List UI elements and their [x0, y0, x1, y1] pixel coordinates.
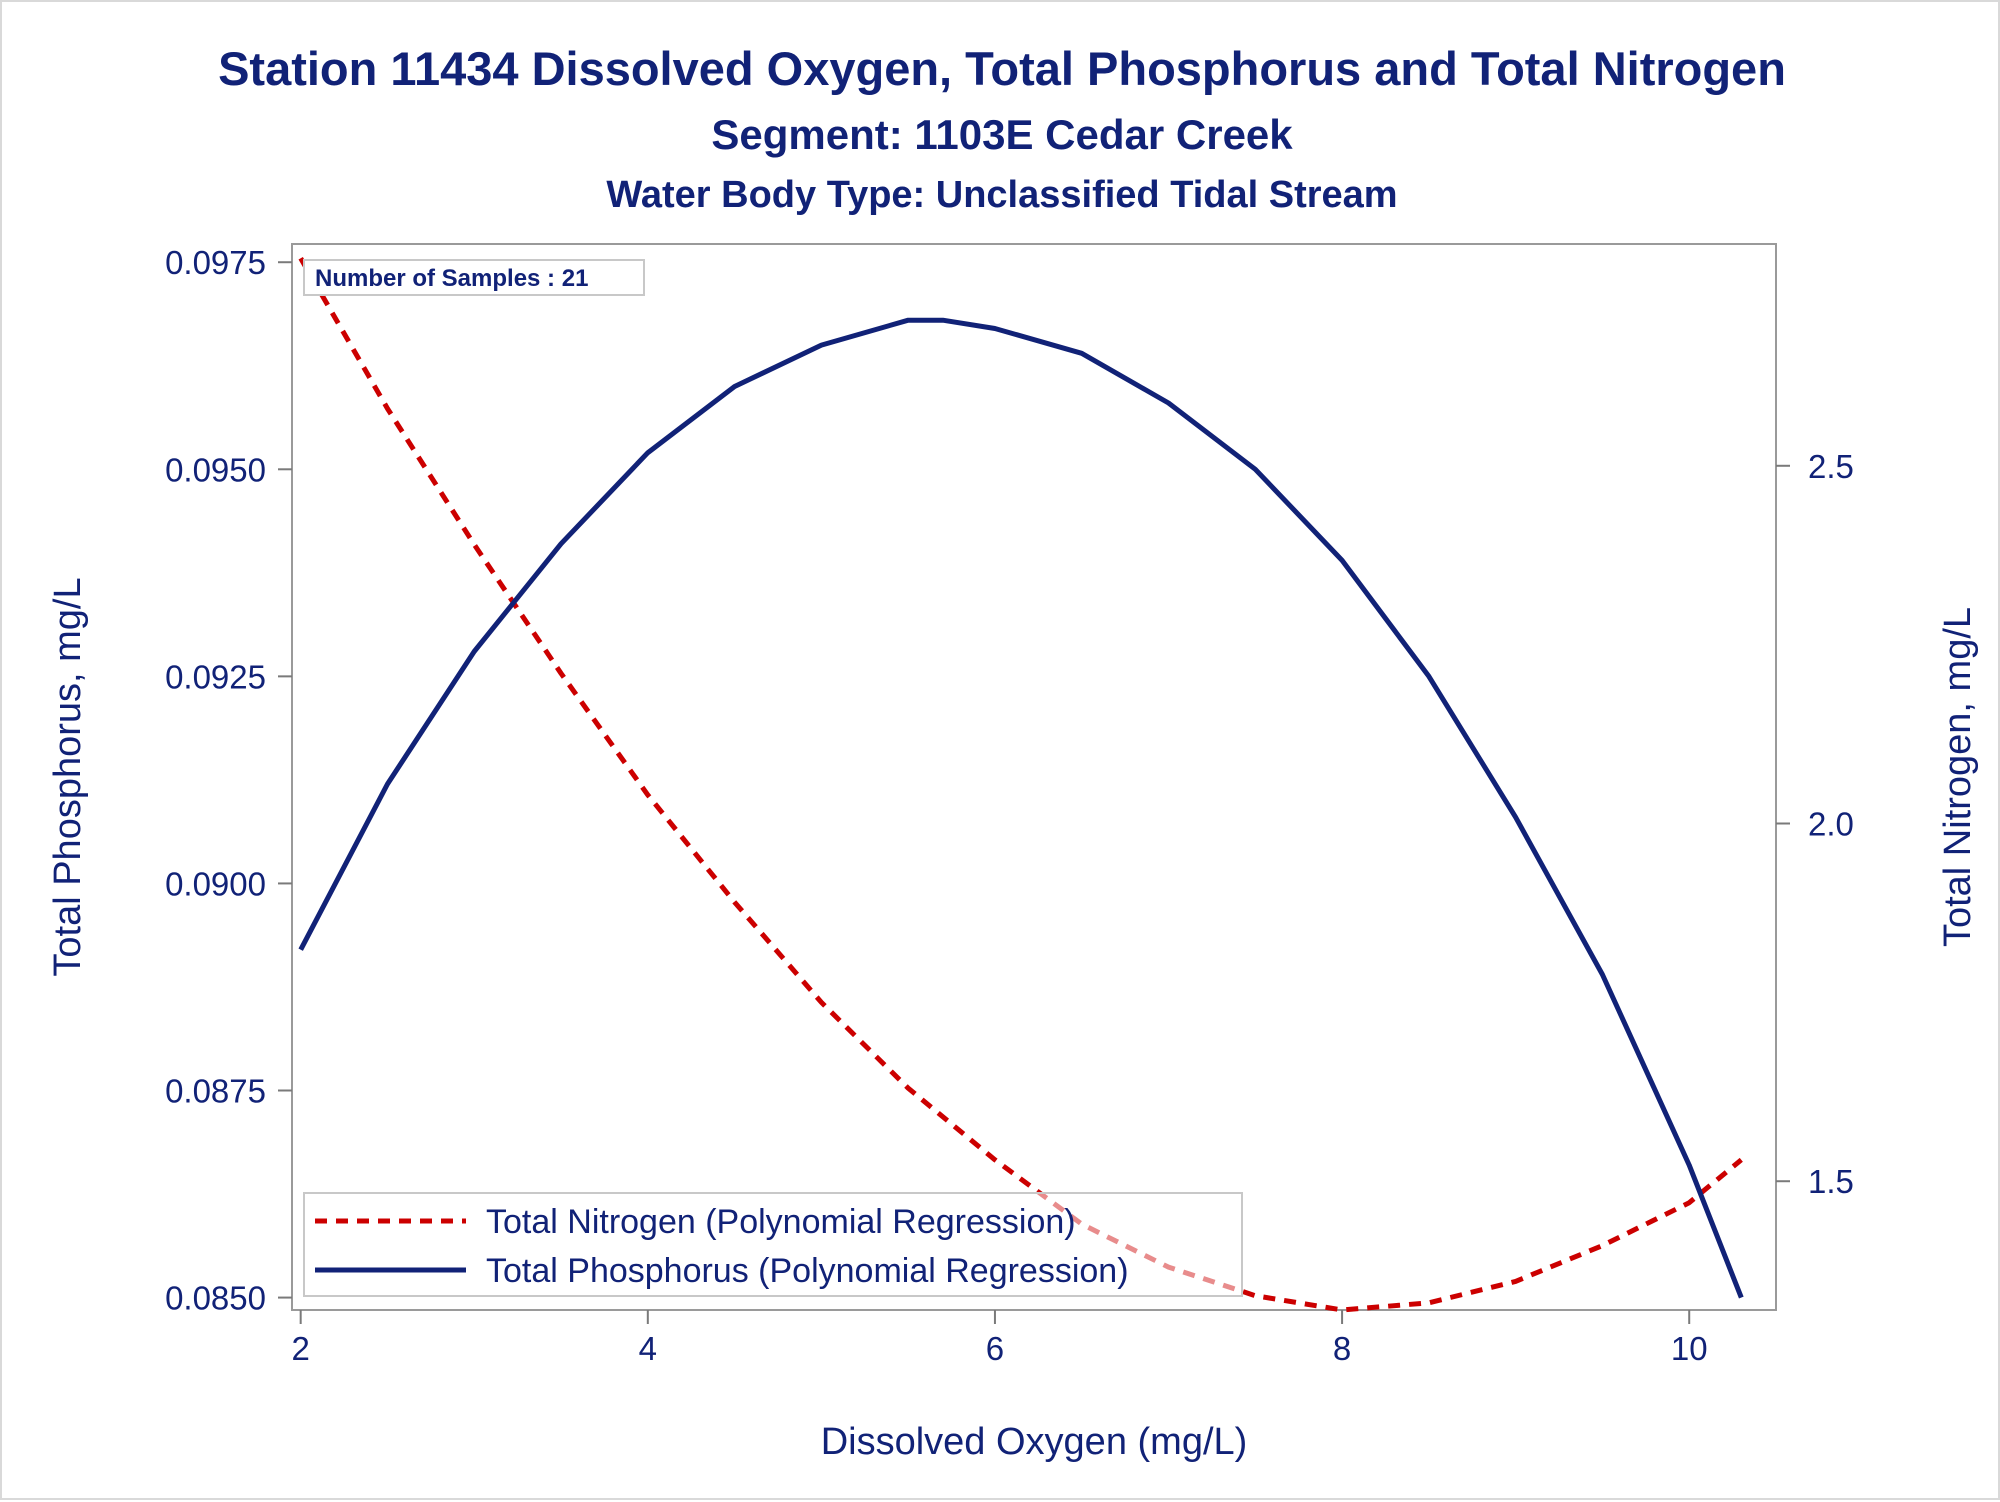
series-line-total-nitrogen	[298, 257, 1743, 1313]
sample-count-box	[303, 259, 645, 296]
legend-box	[303, 1192, 1243, 1297]
series-line-total-phosphorus	[298, 317, 1744, 1299]
x-tick-label: 4	[639, 1330, 657, 1367]
y-left-tick-label: 0.0875	[165, 1073, 266, 1110]
chart-subtitle-2: Water Body Type: Unclassified Tidal Stre…	[606, 174, 1397, 216]
x-tick-label: 6	[986, 1330, 1004, 1367]
y-axis-left: 0.0850 0.0875 0.0900 0.0925 0.0950 0.0975	[165, 244, 292, 1317]
y-left-tick-label: 0.0900	[165, 865, 266, 902]
y-left-tick-label: 0.0850	[165, 1280, 266, 1317]
chart-title: Station 11434 Dissolved Oxygen, Total Ph…	[218, 42, 1786, 95]
y-axis-right-label: Total Nitrogen, mg/L	[1937, 607, 1979, 947]
chart-subtitle: Segment: 1103E Cedar Creek	[711, 111, 1293, 158]
legend-label-total-nitrogen: Total Nitrogen (Polynomial Regression)	[486, 1203, 1076, 1241]
x-tick-label: 2	[291, 1330, 309, 1367]
sample-count-label: Number of Samples : 21	[315, 265, 588, 292]
x-axis-label: Dissolved Oxygen (mg/L)	[821, 1421, 1248, 1463]
x-tick-label: 10	[1671, 1330, 1708, 1367]
plot-area	[291, 243, 1777, 1311]
series-layer	[298, 257, 1744, 1313]
y-right-tick-label: 2.0	[1808, 806, 1854, 843]
x-tick-label: 8	[1333, 1330, 1351, 1367]
y-left-tick-label: 0.0925	[165, 658, 266, 695]
x-axis: 2 4 6 8 10	[291, 1310, 1708, 1367]
y-right-tick-label: 2.5	[1808, 448, 1854, 485]
y-right-tick-label: 1.5	[1808, 1163, 1854, 1200]
y-axis-left-label: Total Phosphorus, mg/L	[47, 577, 89, 976]
legend-label-total-phosphorus: Total Phosphorus (Polynomial Regression)	[486, 1252, 1129, 1290]
legend: Total Nitrogen (Polynomial Regression) T…	[303, 1192, 1243, 1297]
y-left-tick-label: 0.0975	[165, 244, 266, 281]
sample-count-inset: Number of Samples : 21	[303, 259, 645, 296]
y-axis-right: 1.5 2.0 2.5	[1776, 448, 1854, 1200]
y-left-tick-label: 0.0950	[165, 451, 266, 488]
